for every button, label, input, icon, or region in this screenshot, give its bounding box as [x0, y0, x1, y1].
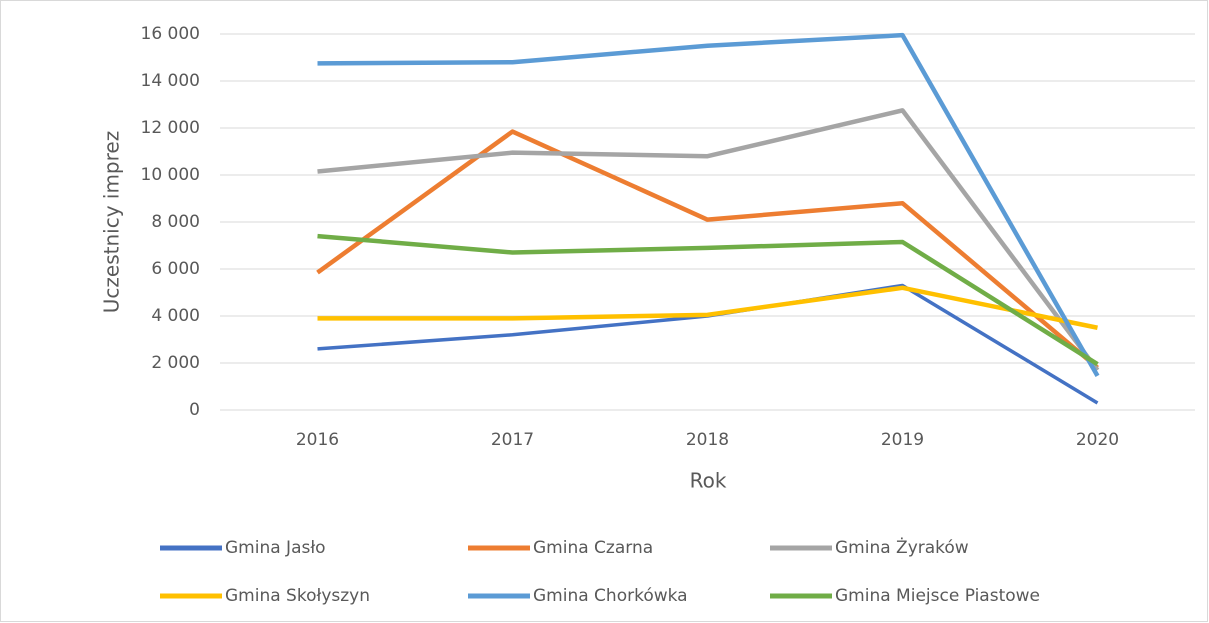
legend-label: Gmina Skołyszyn — [225, 586, 370, 606]
x-tick-label: 2018 — [686, 430, 729, 450]
x-tick-label: 2020 — [1076, 430, 1119, 450]
series-line — [316, 129, 1099, 370]
y-tick-label: 12 000 — [141, 118, 200, 138]
legend-label: Gmina Żyraków — [835, 537, 969, 558]
y-tick-label: 0 — [189, 400, 200, 420]
legend-label: Gmina Jasło — [225, 538, 326, 558]
series-line — [317, 32, 1100, 378]
x-tick-label: 2019 — [881, 430, 924, 450]
y-tick-label: 2 000 — [151, 353, 200, 373]
y-axis-label: Uczestnicy imprez — [100, 131, 124, 313]
series-line — [317, 108, 1100, 372]
legend-label: Gmina Czarna — [533, 538, 653, 558]
y-tick-label: 10 000 — [141, 165, 200, 185]
x-axis-label: Rok — [690, 469, 727, 493]
legend-label: Gmina Chorkówka — [533, 586, 688, 606]
y-tick-label: 6 000 — [151, 259, 200, 279]
y-tick-label: 16 000 — [141, 24, 200, 44]
x-tick-label: 2017 — [491, 430, 534, 450]
series-line — [317, 233, 1099, 367]
y-tick-label: 4 000 — [151, 306, 200, 326]
series-line — [317, 285, 1098, 330]
y-tick-label: 14 000 — [141, 71, 200, 91]
y-tick-label: 8 000 — [151, 212, 200, 232]
legend-label: Gmina Miejsce Piastowe — [835, 586, 1040, 606]
x-tick-label: 2016 — [296, 430, 339, 450]
